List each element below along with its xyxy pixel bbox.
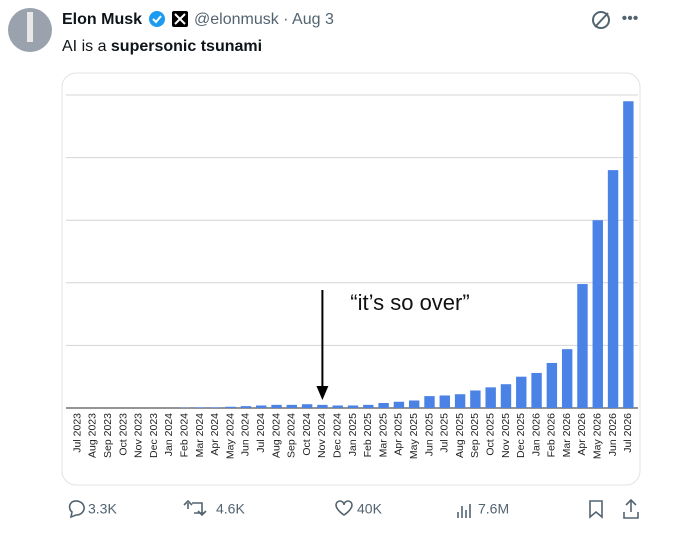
bar [608,170,618,408]
x-tick-label: Aug 2025 [454,413,466,458]
x-tick-label: Apr 2024 [209,413,221,456]
bar [210,407,220,408]
x-tick-label: Jul 2024 [255,413,267,453]
x-tick-label: Jun 2024 [240,413,252,456]
x-tick-label: Sep 2023 [102,413,114,458]
x-tick-label: Feb 2025 [362,413,374,458]
x-tick-label: Oct 2025 [484,413,496,456]
x-tick-label: Jul 2023 [71,413,83,453]
x-tick-label: Mar 2024 [194,413,206,458]
x-tick-label: Aug 2023 [87,413,99,458]
bar [317,405,327,408]
x-tick-label: Nov 2025 [500,413,512,458]
views-icon[interactable] [458,504,470,518]
tweet-text-bold: supersonic tsunami [111,38,262,55]
x-tick-label: Dec 2024 [331,413,343,458]
bar [348,405,358,408]
action-bar [70,500,638,518]
bar [562,349,572,408]
x-tick-label: Jun 2026 [607,413,619,456]
like-icon[interactable] [336,501,352,515]
bar [302,404,312,408]
bar [577,284,587,408]
bar [394,402,404,408]
bar [501,384,511,408]
like-count: 40K [357,501,383,517]
bar [455,394,465,408]
x-tick-label: Oct 2024 [301,413,313,456]
bookmark-icon[interactable] [590,501,602,517]
retweet-count: 4.6K [216,501,245,517]
tweet-text: AI is a supersonic tsunami [62,38,262,55]
bar [547,363,557,408]
handle-date[interactable]: @elonmusk · Aug 3 [194,11,334,28]
x-tick-label: May 2025 [408,413,420,459]
bar [195,407,205,408]
more-button[interactable]: ••• [622,10,639,27]
x-tick-label: Nov 2024 [316,413,328,458]
retweet-icon[interactable] [184,501,206,515]
x-tick-label: Dec 2023 [148,413,160,458]
bar [470,390,480,408]
bar [363,405,373,408]
annotation: “it’s so over” [350,290,469,315]
verified-badge [149,11,165,27]
bar [440,395,450,408]
bar [516,377,526,408]
bar [333,405,343,408]
bar [593,220,603,408]
x-tick-label: May 2024 [224,413,236,459]
x-tick-label: Sep 2025 [469,413,481,458]
bar [531,373,541,408]
x-tick-label: Feb 2024 [179,413,191,458]
avatar-rocket [27,12,33,42]
x-tick-label: Mar 2026 [561,413,573,458]
bar [287,405,297,408]
reply-icon[interactable] [70,501,85,517]
bar [378,403,388,408]
x-tick-label: May 2026 [592,413,604,459]
bar [271,405,281,408]
bar [256,405,266,408]
x-tick-label: Apr 2025 [393,413,405,456]
bar [241,406,251,408]
view-count: 7.6M [478,501,509,517]
tweet-text-plain: AI is a [62,38,111,55]
x-tick-label: Apr 2026 [576,413,588,456]
x-tick-label: Oct 2023 [117,413,129,456]
bar [225,407,235,408]
x-tick-label: Jul 2025 [439,413,451,453]
x-tick-label: Mar 2025 [377,413,389,458]
bar [485,387,495,408]
bar [424,396,434,408]
bar [623,101,633,408]
x-tick-label: Jul 2026 [622,413,634,453]
reply-count: 3.3K [88,501,117,517]
x-tick-label: Feb 2026 [546,413,558,458]
x-tick-label: Aug 2024 [270,413,282,458]
x-tick-label: Sep 2024 [286,413,298,458]
x-tick-label: Jan 2025 [347,413,359,456]
bar [409,400,419,408]
share-icon[interactable] [624,500,638,518]
x-tick-label: Dec 2025 [515,413,527,458]
x-tick-label: Jan 2026 [530,413,542,456]
author-name[interactable]: Elon Musk [62,11,142,28]
x-tick-label: Nov 2023 [133,413,145,458]
x-tick-label: Jan 2024 [163,413,175,456]
x-tick-label: Jun 2025 [423,413,435,456]
